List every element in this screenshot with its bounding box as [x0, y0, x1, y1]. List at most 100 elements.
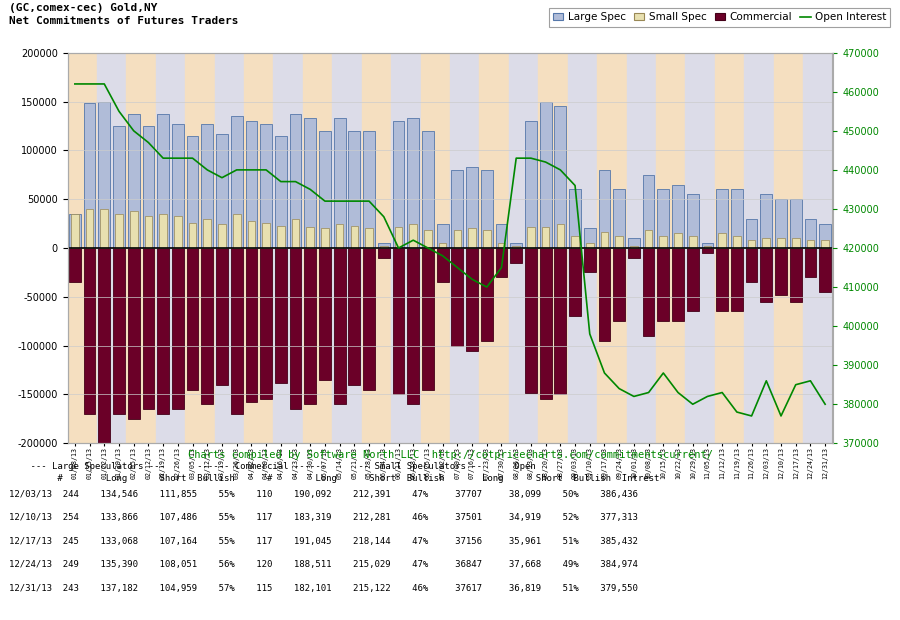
- Bar: [246, 121, 257, 248]
- Text: 12/10/13  254    133,866    107,486    55%    117    183,319    212,281    46%  : 12/10/13 254 133,866 107,486 55% 117 183…: [9, 513, 638, 523]
- Bar: [439, 243, 446, 248]
- Bar: [775, 199, 787, 248]
- Bar: [760, 248, 772, 302]
- Bar: [613, 248, 626, 321]
- Bar: [481, 248, 492, 341]
- Bar: [759, 53, 774, 443]
- Bar: [306, 226, 314, 248]
- Bar: [101, 209, 108, 248]
- Bar: [141, 53, 156, 443]
- Text: --- Large Speculators ---      ------ Commercial ------      -- Small Speculator: --- Large Speculators --- ------ Commerc…: [9, 462, 536, 471]
- Bar: [260, 248, 272, 399]
- Bar: [466, 248, 478, 350]
- Bar: [718, 233, 726, 248]
- Open Interest: [526, 154, 536, 162]
- Bar: [687, 194, 698, 248]
- Bar: [674, 233, 682, 248]
- Bar: [613, 190, 626, 248]
- Bar: [321, 228, 328, 248]
- Bar: [778, 238, 785, 248]
- Bar: [450, 53, 464, 443]
- Bar: [408, 118, 419, 248]
- Bar: [702, 243, 714, 248]
- Bar: [422, 131, 434, 248]
- Bar: [290, 114, 302, 248]
- Bar: [113, 248, 125, 414]
- Bar: [406, 53, 420, 443]
- Bar: [775, 248, 787, 295]
- Bar: [408, 248, 419, 404]
- Bar: [731, 248, 742, 311]
- Bar: [542, 226, 549, 248]
- Bar: [616, 236, 623, 248]
- Bar: [218, 224, 226, 248]
- Open Interest: [746, 412, 757, 420]
- Open Interest: [820, 401, 831, 408]
- Legend: Large Spec, Small Spec, Commercial, Open Interest: Large Spec, Small Spec, Commercial, Open…: [549, 8, 890, 27]
- Bar: [304, 248, 316, 404]
- Bar: [318, 53, 332, 443]
- Bar: [98, 248, 110, 443]
- Bar: [790, 248, 802, 302]
- Bar: [277, 226, 284, 248]
- Bar: [746, 248, 758, 282]
- Bar: [510, 248, 522, 263]
- Bar: [174, 216, 182, 248]
- Bar: [158, 114, 169, 248]
- Bar: [716, 190, 728, 248]
- Bar: [744, 53, 759, 443]
- Bar: [320, 131, 331, 248]
- Bar: [113, 126, 125, 248]
- Bar: [554, 248, 566, 394]
- Bar: [128, 114, 140, 248]
- Bar: [274, 248, 287, 383]
- Bar: [612, 53, 626, 443]
- Bar: [702, 248, 714, 253]
- Bar: [496, 224, 508, 248]
- Bar: [597, 53, 612, 443]
- Bar: [626, 53, 641, 443]
- Bar: [172, 248, 184, 409]
- Open Interest: [69, 80, 80, 87]
- Bar: [819, 248, 831, 292]
- Bar: [392, 121, 404, 248]
- Text: Net Commitments of Futures Traders: Net Commitments of Futures Traders: [9, 16, 238, 25]
- Bar: [512, 246, 520, 248]
- Bar: [186, 248, 198, 389]
- Bar: [172, 124, 184, 248]
- Bar: [69, 248, 81, 282]
- Bar: [540, 102, 552, 248]
- Bar: [422, 248, 434, 389]
- Bar: [643, 175, 654, 248]
- Bar: [436, 224, 448, 248]
- Bar: [480, 53, 494, 443]
- Bar: [792, 238, 799, 248]
- Text: 12/03/13  244    134,546    111,855    55%    110    190,092    212,391    47%  : 12/03/13 244 134,546 111,855 55% 110 190…: [9, 490, 638, 499]
- Bar: [572, 236, 579, 248]
- Bar: [303, 53, 318, 443]
- Bar: [200, 53, 214, 443]
- Bar: [84, 248, 95, 414]
- Bar: [510, 243, 522, 248]
- Bar: [538, 53, 553, 443]
- Bar: [98, 102, 110, 248]
- Bar: [452, 248, 464, 346]
- Open Interest: [334, 197, 345, 205]
- Open Interest: [776, 412, 787, 420]
- Bar: [347, 53, 362, 443]
- Bar: [336, 224, 344, 248]
- Bar: [805, 219, 816, 248]
- Bar: [274, 53, 288, 443]
- Bar: [525, 121, 536, 248]
- Bar: [454, 231, 461, 248]
- Bar: [142, 126, 154, 248]
- Bar: [670, 53, 686, 443]
- Bar: [790, 199, 802, 248]
- Bar: [126, 53, 141, 443]
- Bar: [818, 53, 832, 443]
- Bar: [700, 53, 715, 443]
- Bar: [84, 104, 95, 248]
- Bar: [774, 53, 788, 443]
- Bar: [145, 216, 152, 248]
- Bar: [715, 53, 730, 443]
